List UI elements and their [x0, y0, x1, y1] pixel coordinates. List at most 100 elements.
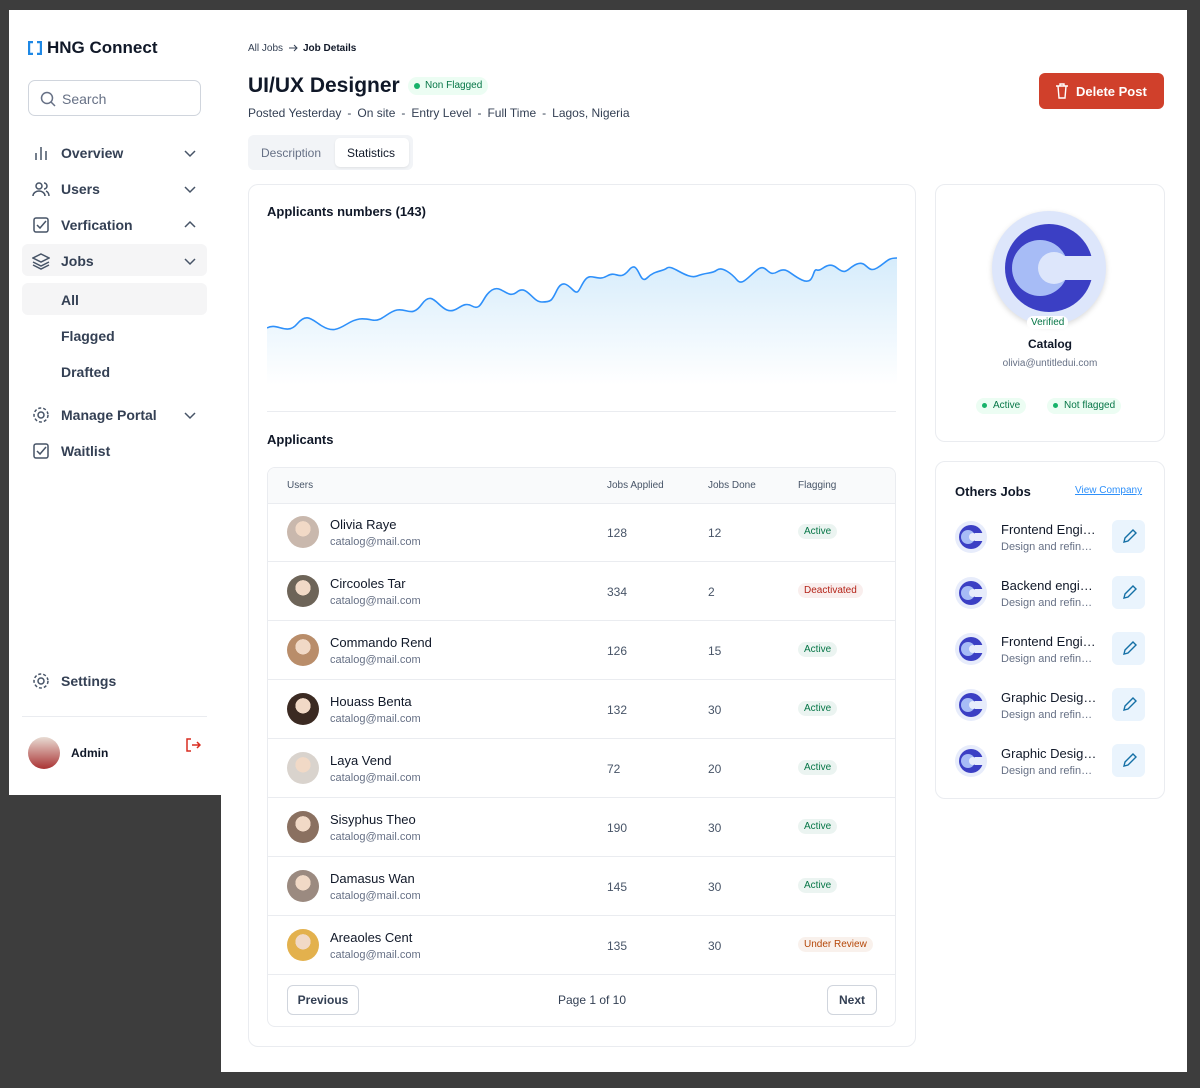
tab-active[interactable]: Statistics — [335, 138, 409, 167]
user-name: Sisyphus Theo — [330, 812, 416, 827]
chevron — [181, 216, 199, 239]
user-email: catalog@mail.com — [330, 831, 421, 843]
edit-button[interactable] — [1112, 744, 1145, 777]
nav-icon — [32, 216, 50, 239]
meta-separator: - — [542, 106, 547, 120]
nav-icon — [32, 180, 50, 203]
trash-icon — [1056, 83, 1068, 99]
tag-dot — [1053, 403, 1058, 408]
jobs-done: 2 — [708, 585, 715, 599]
status-dot — [414, 83, 420, 89]
divider — [22, 716, 207, 717]
tab[interactable]: Description — [261, 146, 322, 160]
edit-button[interactable] — [1112, 520, 1145, 553]
meta-item: Lagos, Nigeria — [552, 106, 630, 120]
view-company-link[interactable]: View Company — [1075, 485, 1143, 496]
previous-button[interactable]: Previous — [287, 985, 359, 1015]
user-name: Houass Benta — [330, 694, 412, 709]
edit-button[interactable] — [1112, 632, 1145, 665]
meta-item: On site — [357, 106, 396, 120]
edit-button[interactable] — [1112, 688, 1145, 721]
edit-icon — [1123, 585, 1137, 599]
edit-icon — [1123, 753, 1137, 767]
user-name: Admin — [71, 746, 109, 760]
nav-icon-svg — [33, 443, 49, 459]
job-logo — [955, 521, 987, 553]
breadcrumb-link[interactable]: All Jobs — [248, 43, 284, 54]
table-row: Laya Vend catalog@mail.com 72 20 Active — [268, 739, 895, 798]
user-name: Damasus Wan — [330, 871, 415, 886]
search-box[interactable]: Search — [28, 80, 201, 116]
job-title: Graphic Desig… — [1001, 690, 1097, 705]
meta-separator: - — [401, 106, 406, 120]
edit-button[interactable] — [1112, 576, 1145, 609]
table-row: Sisyphus Theo catalog@mail.com 190 30 Active — [268, 798, 895, 857]
nav-item[interactable]: Jobs — [61, 253, 94, 269]
avatar — [287, 870, 319, 902]
status-tag: Active — [976, 398, 1027, 414]
flag-pill: Active — [798, 642, 838, 657]
search-placeholder: Search — [62, 91, 107, 107]
delete-label: Delete Post — [1076, 84, 1147, 99]
table-header — [268, 468, 895, 504]
nav-item[interactable]: Overview — [61, 145, 124, 161]
active-nav-bg — [22, 244, 207, 276]
chevron-svg — [184, 412, 196, 420]
chevron — [181, 144, 199, 167]
job-logo-mark — [959, 693, 985, 717]
jobs-done: 30 — [708, 880, 722, 894]
other-jobs-card: Others Jobs View Company Frontend Engi… D… — [935, 461, 1165, 799]
job-logo-mark — [959, 749, 985, 773]
user-email: catalog@mail.com — [330, 772, 421, 784]
flag-pill: Active — [798, 819, 838, 834]
sparkline-area — [267, 258, 897, 385]
chevron-svg — [184, 186, 196, 194]
nav-item[interactable]: Manage Portal — [61, 407, 157, 423]
settings-icon — [32, 672, 50, 695]
status-tag: Not flagged — [1047, 398, 1122, 414]
verified-badge: Verified — [1027, 316, 1069, 329]
avatar — [287, 752, 319, 784]
job-title: UI/UX Designer — [248, 74, 400, 97]
job-logo — [955, 689, 987, 721]
job-desc: Design and refin… — [1001, 541, 1093, 553]
user-name: Laya Vend — [330, 753, 392, 768]
jobs-done: 30 — [708, 821, 722, 835]
applicants-title: Applicants — [267, 432, 334, 447]
applicants-table: Users Jobs Applied Jobs Done Flagging Olivia… — [267, 467, 896, 1027]
user-name: Commando Rend — [330, 635, 432, 650]
job-desc: Design and refin… — [1001, 653, 1093, 665]
job-logo — [955, 745, 987, 777]
settings[interactable]: Settings — [61, 673, 117, 689]
nav-item[interactable]: Waitlist — [61, 443, 111, 459]
logout-icon[interactable] — [185, 737, 201, 753]
flag-pill: Active — [798, 701, 838, 716]
job-title: Frontend Engi… — [1001, 634, 1096, 649]
avatar — [287, 693, 319, 725]
edit-icon — [1123, 641, 1137, 655]
status-badge: Non Flagged — [408, 77, 489, 95]
jobs-applied: 132 — [607, 703, 628, 717]
jobs-done: 15 — [708, 644, 722, 658]
user-name: Areaoles Cent — [330, 930, 413, 945]
other-jobs-title: Others Jobs — [955, 484, 1031, 499]
avatar — [287, 929, 319, 961]
delete-button[interactable]: Delete Post — [1039, 73, 1164, 109]
nav-subitem[interactable]: All — [61, 292, 79, 308]
user-name: Olivia Raye — [330, 517, 397, 532]
job-logo — [955, 577, 987, 609]
next-button[interactable]: Next — [827, 985, 877, 1015]
nav-item[interactable]: Users — [61, 181, 100, 197]
chevron-svg — [184, 220, 196, 228]
nav-subitem[interactable]: Drafted — [61, 364, 111, 380]
user-email: catalog@mail.com — [330, 713, 421, 725]
chevron — [181, 180, 199, 203]
table-row: Damasus Wan catalog@mail.com 145 30 Active — [268, 857, 895, 916]
nav-icon — [32, 144, 50, 167]
jobs-applied: 72 — [607, 762, 621, 776]
nav-item[interactable]: Verfication — [61, 217, 133, 233]
table-row: Houass Benta catalog@mail.com 132 30 Active — [268, 680, 895, 739]
job-logo-mark — [959, 637, 985, 661]
nav-subitem[interactable]: Flagged — [61, 328, 115, 344]
flag-pill: Deactivated — [798, 583, 863, 598]
